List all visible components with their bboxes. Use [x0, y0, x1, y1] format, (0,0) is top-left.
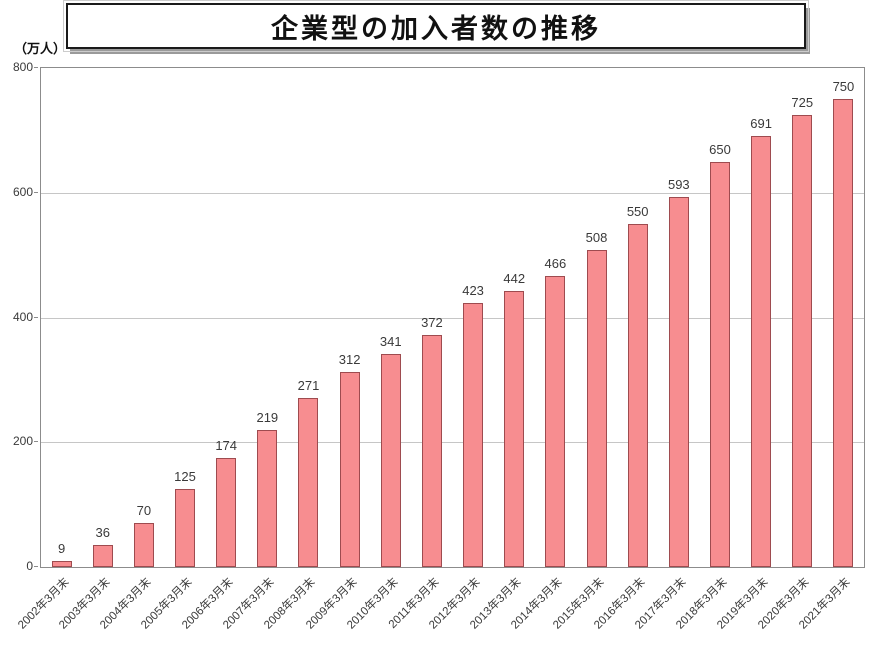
- y-tick-label: 600: [12, 184, 33, 199]
- bar-value-label: 125: [174, 469, 196, 484]
- bar-value-label: 341: [379, 334, 402, 349]
- bar: [833, 99, 854, 567]
- bar: [133, 523, 154, 567]
- plot-area: 9 36 70 125 174 219 271 312 341 372 423 442 466 508 55…: [40, 67, 865, 568]
- bar: [216, 458, 237, 567]
- bar-value-label: 423: [462, 283, 484, 298]
- bar: [298, 398, 319, 567]
- chart-title: 企業型の加入者数の推移: [271, 13, 601, 44]
- bar: [504, 291, 525, 567]
- bar: [709, 162, 730, 567]
- bar-value-label: 725: [791, 95, 814, 110]
- gridline: [41, 442, 864, 444]
- gridline: [41, 317, 864, 319]
- bar-value-label: 650: [709, 142, 731, 157]
- y-axis: 0 200 400 600 800: [0, 0, 38, 649]
- bar-value-label: 466: [544, 256, 567, 271]
- y-tick-mark: [34, 566, 38, 567]
- bar-value-label: 312: [338, 352, 361, 367]
- bar: [380, 354, 401, 567]
- bar: [792, 115, 813, 567]
- bar-value-label: 271: [297, 378, 320, 393]
- bar-value-label: 174: [215, 438, 238, 453]
- bar: [586, 250, 607, 567]
- bar: [463, 303, 484, 567]
- bar: [627, 224, 648, 567]
- bar: [257, 430, 278, 567]
- chart-title-box: 企業型の加入者数の推移: [63, 0, 809, 52]
- y-tick-mark: [34, 441, 38, 443]
- bar: [339, 372, 360, 567]
- bar: [751, 136, 772, 567]
- bar-value-label: 9: [57, 541, 66, 556]
- y-tick-mark: [34, 191, 38, 193]
- bar-value-label: 691: [750, 116, 772, 131]
- bar-value-label: 70: [136, 503, 152, 518]
- y-tick-label: 400: [12, 309, 33, 324]
- bar: [545, 276, 566, 567]
- gridline: [41, 192, 864, 194]
- bar-value-label: 508: [585, 230, 608, 245]
- bar: [92, 545, 113, 567]
- bar-value-label: 219: [256, 410, 279, 425]
- bar-value-label: 372: [421, 315, 443, 330]
- y-tick-mark: [34, 316, 38, 318]
- bar-value-label: 750: [832, 79, 855, 94]
- x-axis: 2002年3月末 2003年3月末 2004年3月末 2005年3月末 2006年3月末…: [16, 570, 865, 649]
- y-tick-mark: [34, 67, 38, 68]
- bar-value-label: 550: [626, 204, 649, 219]
- y-tick-label: 0: [26, 559, 33, 573]
- bar: [51, 561, 72, 567]
- y-tick-label: 200: [12, 434, 33, 449]
- bar-value-label: 442: [503, 271, 526, 286]
- bar: [175, 489, 196, 567]
- bar: [668, 197, 689, 567]
- bar-value-label: 593: [667, 177, 690, 192]
- y-tick-label: 800: [12, 60, 33, 74]
- y-axis-unit-label: （万人）: [14, 41, 67, 56]
- bar-value-label: 36: [95, 525, 110, 540]
- bar: [421, 335, 442, 567]
